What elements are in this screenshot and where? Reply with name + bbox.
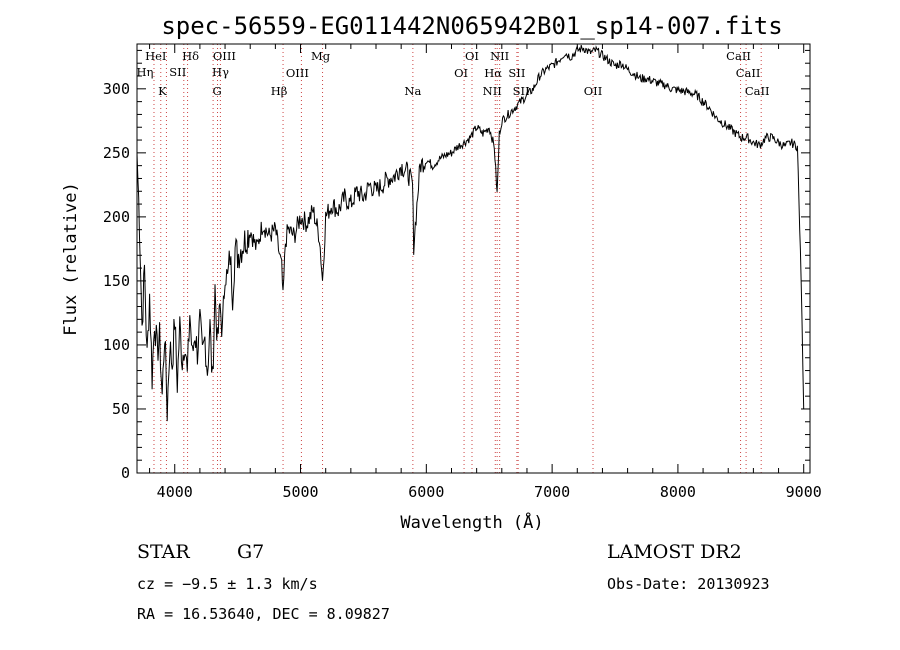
y-tick-label-250: 250 [103,144,130,162]
redshift-text: cz = −9.5 ± 1.3 km/s [137,575,318,593]
obs-date-text: Obs-Date: 20130923 [607,575,770,593]
line-label-9: OIII [286,66,309,80]
line-label-18: SII [513,84,530,98]
line-label-4: K [158,84,167,98]
line-label-13: OI [454,66,468,80]
line-label-19: OII [584,84,603,98]
line-label-14: NII [490,49,509,63]
x-tick-label-8000: 8000 [660,483,696,501]
line-label-11: Na [404,84,421,98]
line-label-1: Hη [137,65,154,79]
y-tick-label-150: 150 [103,272,130,290]
x-axis-label: Wavelength (Å) [400,511,543,533]
x-tick-label-4000: 4000 [157,483,193,501]
chart-title: spec-56559-EG011442N065942B01_sp14-007.f… [161,12,782,40]
line-label-21: CaII [736,66,761,80]
line-label-16: SII [508,66,525,80]
line-label-17: NII [483,84,502,98]
x-tick-label-7000: 7000 [534,483,570,501]
y-axis-ticks: 0 50 100 150 200 250 300 [103,49,810,482]
x-axis-ticks: 4000 5000 6000 7000 8000 9000 [149,44,822,501]
y-tick-label-100: 100 [103,336,130,354]
line-label-6: Hγ [212,65,229,79]
line-label-3: SII [169,65,186,79]
survey-label: LAMOST DR2 [607,541,742,563]
object-subclass: G7 [237,541,264,563]
line-label-7: G [213,84,222,98]
object-class: STAR [137,541,190,563]
y-tick-label-200: 200 [103,208,130,226]
y-axis-label: Flux (relative) [61,182,81,336]
spectrum-series-line [136,44,805,422]
line-label-12: OI [465,49,479,63]
line-label-10: Hβ [271,84,288,98]
y-tick-label-50: 50 [112,400,130,418]
plot-frame [136,43,811,474]
y-tick-label-0: 0 [121,464,130,482]
line-label-0: HeI [145,49,166,63]
y-tick-label-300: 300 [103,80,130,98]
line-label-20: CaII [726,49,751,63]
coordinates-text: RA = 16.53640, DEC = 8.09827 [137,605,390,623]
x-tick-label-6000: 6000 [408,483,444,501]
line-label-5: OIII [213,49,236,63]
x-tick-label-5000: 5000 [282,483,318,501]
line-label-8: Mg [311,49,331,63]
line-markers-layer [153,44,762,473]
line-label-15: Hα [484,66,502,80]
line-label-2: Hδ [182,49,199,63]
line-label-22: CaII [745,84,770,98]
x-tick-label-9000: 9000 [786,483,822,501]
